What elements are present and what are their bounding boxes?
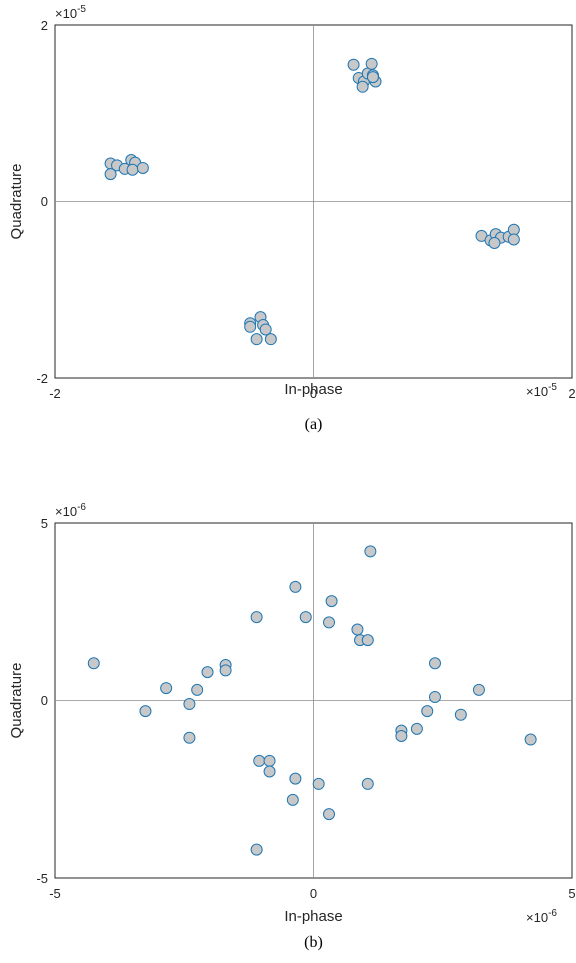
x-tick-label: 5 <box>568 886 575 901</box>
y-tick-label: 5 <box>41 516 48 531</box>
y-exponent-power: -5 <box>77 4 86 15</box>
scatter-point <box>160 682 173 695</box>
data-points-b <box>87 545 537 856</box>
x-exponent-base: ×10 <box>526 910 548 925</box>
x-axis-label: In-phase <box>284 908 342 925</box>
scatter-point <box>219 664 232 677</box>
scatter-point <box>289 580 302 593</box>
scatter-point <box>299 611 312 624</box>
scatter-panel-b: -5 0 5 5 0 -5 In-phase Quadrature ×10-6 … <box>8 502 576 951</box>
x-exponent-base: ×10 <box>526 384 548 399</box>
scatter-point <box>361 634 374 647</box>
x-tick-label: 0 <box>310 386 317 401</box>
scatter-point <box>312 777 325 790</box>
scatter-point <box>361 777 374 790</box>
scatter-point <box>365 57 378 70</box>
y-exponent-label: ×10-5 <box>55 4 86 21</box>
x-exponent-power: -5 <box>548 382 557 393</box>
y-axis-label: Quadrature <box>8 663 25 739</box>
scatter-point <box>139 705 152 718</box>
y-tick-label: 0 <box>41 194 48 209</box>
scatter-point <box>250 611 263 624</box>
scatter-point <box>325 595 338 608</box>
scatter-point <box>263 765 276 778</box>
scatter-point <box>356 80 369 93</box>
y-tick-label: 0 <box>41 693 48 708</box>
x-exponent-power: -6 <box>548 908 557 919</box>
scatter-point <box>286 793 299 806</box>
scatter-point <box>289 772 302 785</box>
scatter-point <box>126 163 139 176</box>
scatter-point <box>488 236 501 249</box>
scatter-point <box>472 683 485 696</box>
scatter-point <box>524 733 537 746</box>
scatter-point <box>323 808 336 821</box>
scatter-point <box>395 730 408 742</box>
scatter-point <box>454 708 467 721</box>
scatter-point <box>264 333 277 346</box>
scatter-panel-a: -2 0 2 2 0 -2 In-phase Quadrature ×10-5 … <box>8 4 576 433</box>
scatter-point <box>410 722 423 735</box>
x-exponent-label: ×10-5 <box>526 382 557 399</box>
scatter-point <box>347 58 360 71</box>
scatter-point <box>421 705 434 718</box>
scatter-point <box>429 690 441 703</box>
y-exponent-base: ×10 <box>55 504 77 519</box>
scatter-point <box>183 731 196 744</box>
scatter-point <box>191 683 204 696</box>
y-exponent-base: ×10 <box>55 6 77 21</box>
data-points-a <box>104 57 520 346</box>
x-tick-label: 2 <box>568 386 575 401</box>
scatter-point <box>507 233 520 246</box>
scatter-point <box>364 545 377 558</box>
scatter-point <box>429 657 441 670</box>
scatter-point <box>250 843 263 856</box>
y-exponent-power: -6 <box>77 502 86 513</box>
scatter-point <box>253 754 266 767</box>
scatter-point <box>250 333 263 346</box>
scatter-point <box>244 320 257 333</box>
scatter-point <box>87 657 100 670</box>
scatter-point <box>351 623 364 636</box>
scatter-point <box>323 616 336 629</box>
scatter-point <box>259 323 272 336</box>
x-exponent-label: ×10-6 <box>526 908 557 925</box>
y-tick-label: 2 <box>41 18 48 33</box>
panel-caption: (b) <box>304 934 323 951</box>
scatter-point <box>183 698 196 711</box>
scatter-point <box>136 161 149 174</box>
x-tick-label: -2 <box>49 386 61 401</box>
y-tick-label: -2 <box>36 371 48 386</box>
y-tick-label: -5 <box>36 871 48 886</box>
y-axis-label: Quadrature <box>8 164 25 240</box>
y-exponent-label: ×10-6 <box>55 502 86 519</box>
x-tick-label: -5 <box>49 886 61 901</box>
scatter-point <box>201 666 214 679</box>
x-tick-label: 0 <box>310 886 317 901</box>
scatter-point <box>104 168 117 181</box>
panel-caption: (a) <box>305 416 323 433</box>
x-axis-label: In-phase <box>284 381 342 398</box>
scatter-point <box>366 71 379 84</box>
scatter-point <box>263 754 276 767</box>
